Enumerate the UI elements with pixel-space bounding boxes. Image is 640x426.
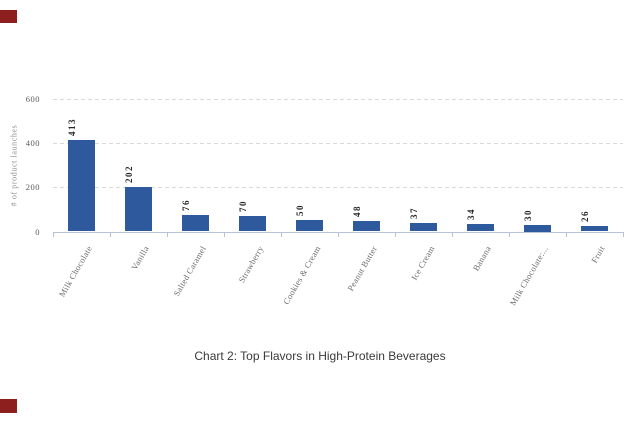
category-label: Milk Chocolate (56, 244, 95, 299)
bar (239, 216, 266, 232)
axis-tick (623, 231, 624, 237)
bar-value-label: 202 (124, 164, 134, 183)
axis-tick (167, 231, 168, 237)
bar-value-label: 70 (238, 200, 248, 213)
bar-value-label: 30 (523, 208, 533, 221)
gridline (53, 99, 623, 100)
y-tick-label: 600 (25, 94, 40, 104)
bar-value-label: 34 (466, 207, 476, 220)
bar (467, 223, 494, 232)
gridline (53, 143, 623, 145)
category-label: Strawberry (236, 244, 266, 285)
category-label: Banana (470, 244, 494, 273)
category-label: Vanilla (129, 244, 152, 272)
bar-value-label: 413 (67, 118, 77, 137)
bar-value-label: 48 (352, 204, 362, 217)
axis-tick (224, 231, 225, 237)
axis-tick (281, 231, 282, 237)
corner-marker-bottom-left (0, 399, 17, 413)
category-label: Peanut Butter (345, 244, 380, 293)
y-tick-label: 200 (25, 182, 40, 193)
axis-tick (452, 231, 453, 237)
bar (68, 140, 95, 232)
bar-value-label: 76 (181, 198, 191, 211)
axis-tick (509, 231, 510, 237)
category-label: Salted Caramel (171, 244, 209, 298)
bar-value-label: 37 (409, 207, 419, 220)
y-tick-label: 0 (35, 226, 40, 237)
axis-tick (110, 231, 111, 237)
bar-value-label: 50 (295, 204, 305, 217)
axis-tick (53, 231, 54, 237)
axis-tick (395, 231, 396, 237)
axis-tick (338, 231, 339, 237)
category-label: Milk Chocolate:... (507, 244, 551, 308)
bar (581, 225, 608, 232)
bar (182, 214, 209, 232)
corner-marker-top-left (0, 10, 17, 23)
category-label: Fruit (589, 244, 608, 265)
bar (353, 220, 380, 232)
bar (125, 186, 152, 232)
gridline (53, 187, 623, 189)
bar (296, 220, 323, 232)
y-tick-label: 400 (25, 138, 40, 149)
category-label: Ice Cream (408, 244, 437, 282)
bar (524, 224, 551, 232)
category-label: Cookies & Cream (280, 244, 323, 307)
axis-tick (566, 231, 567, 237)
chart-caption: Chart 2: Top Flavors in High-Protein Bev… (194, 349, 446, 363)
bar (410, 223, 437, 232)
bar-value-label: 26 (580, 209, 590, 222)
